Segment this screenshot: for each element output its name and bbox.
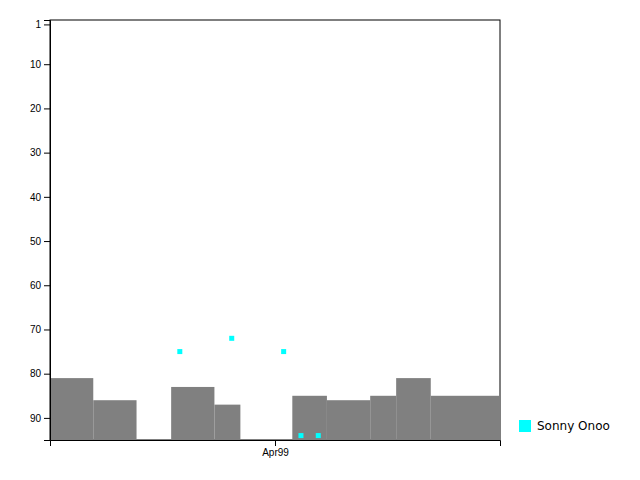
- plot-frame: [50, 20, 500, 440]
- y-tick: 70: [30, 324, 50, 335]
- bar: [431, 396, 500, 440]
- plot: Apr99 1 10 20 30 40 50 60 70 80 90: [30, 19, 501, 458]
- y-tick: 90: [30, 413, 50, 424]
- y-tick-mark: [44, 24, 50, 25]
- y-tick-mark: [44, 285, 50, 286]
- y-tick: 1: [35, 19, 50, 30]
- x-tick: Apr99: [262, 440, 289, 458]
- y-axis-line: [44, 21, 51, 441]
- bar: [292, 396, 327, 440]
- y-axis: 1 10 20 30 40 50 60 70 80 90: [30, 19, 51, 440]
- y-tick: 60: [30, 280, 50, 291]
- y-tick: 50: [30, 236, 50, 247]
- y-tick-mark: [44, 108, 50, 109]
- x-axis-line: [51, 441, 501, 447]
- point: [316, 433, 321, 438]
- bar: [93, 400, 136, 440]
- y-tick-label: 50: [30, 236, 42, 247]
- y-tick-label: 20: [30, 103, 42, 114]
- y-tick: 20: [30, 103, 50, 114]
- point: [298, 433, 303, 438]
- legend: Sonny Onoo: [519, 419, 610, 433]
- bar: [396, 378, 431, 440]
- y-tick: 80: [30, 368, 50, 379]
- y-tick: 10: [30, 59, 50, 70]
- bar: [370, 396, 396, 440]
- bar: [327, 400, 370, 440]
- y-tick-label: 80: [30, 368, 42, 379]
- bar: [171, 387, 214, 440]
- marks: [50, 336, 500, 440]
- x-axis: Apr99: [51, 440, 501, 458]
- bar: [214, 405, 240, 440]
- y-tick-mark: [44, 241, 50, 242]
- point: [229, 336, 234, 341]
- legend-swatch: [519, 420, 531, 432]
- point: [177, 349, 182, 354]
- y-tick: 30: [30, 147, 50, 158]
- bar: [50, 378, 93, 440]
- y-tick-mark: [44, 64, 50, 65]
- y-tick-label: 10: [30, 59, 42, 70]
- y-tick-mark: [44, 418, 50, 419]
- y-tick-label: 70: [30, 324, 42, 335]
- y-tick-mark: [44, 197, 50, 198]
- chart: Apr99 1 10 20 30 40 50 60 70 80 90 Sonny Onoo: [0, 0, 640, 480]
- x-tick-mark: [275, 440, 276, 446]
- legend-entry: Sonny Onoo: [519, 419, 610, 433]
- y-tick-label: 30: [30, 147, 42, 158]
- y-tick-mark: [44, 153, 50, 154]
- legend-label: Sonny Onoo: [537, 419, 610, 433]
- x-tick-label: Apr99: [262, 447, 289, 458]
- y-tick: 40: [30, 192, 50, 203]
- y-tick-label: 40: [30, 192, 42, 203]
- y-tick-label: 1: [35, 19, 41, 30]
- y-tick-label: 60: [30, 280, 42, 291]
- point: [281, 349, 286, 354]
- y-tick-label: 90: [30, 413, 42, 424]
- y-tick-mark: [44, 329, 50, 330]
- y-tick-mark: [44, 374, 50, 375]
